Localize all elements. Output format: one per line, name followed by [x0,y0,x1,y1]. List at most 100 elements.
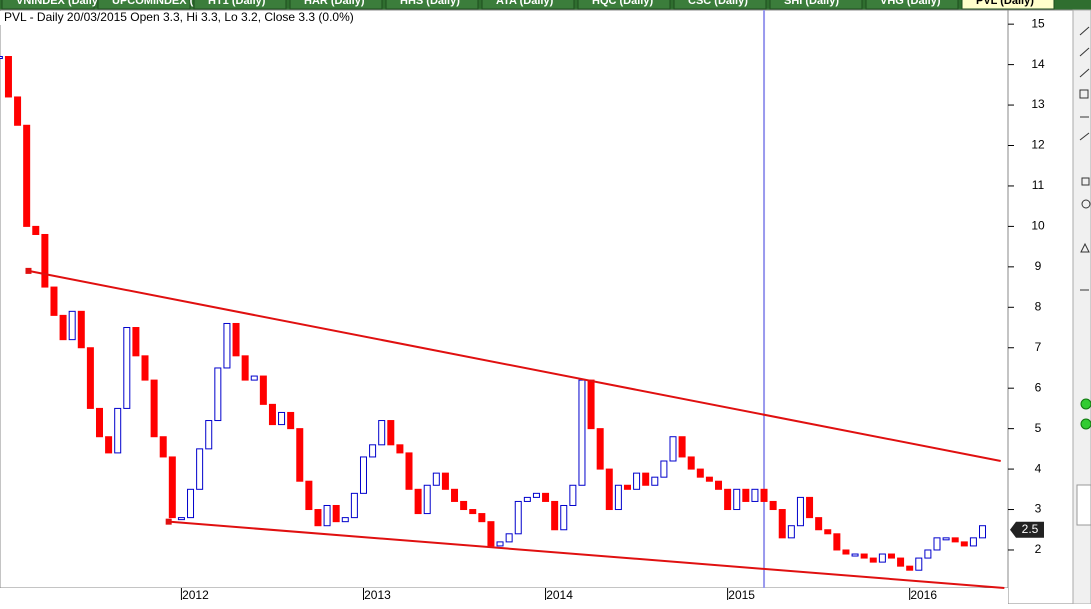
candle [924,549,932,559]
candle [23,124,31,227]
candle [4,56,12,98]
candle [596,428,604,470]
tab[interactable]: HHS (Daily) [385,0,479,10]
trendline-handle [25,267,32,274]
y-tick-label: 12 [1031,138,1045,152]
candle [633,472,641,490]
candle [259,375,267,405]
candle [979,525,987,539]
chart-pane [0,9,1009,589]
candle [715,480,723,490]
tab[interactable]: PVL (Daily) [961,0,1055,10]
candle [205,420,213,450]
tab[interactable]: VNINDEX (Daily) [1,0,102,10]
candle [933,537,941,551]
y-axis-pane [1007,9,1074,605]
candle [350,492,358,519]
candle [168,456,176,519]
candle [787,525,795,539]
candle [132,327,140,357]
candle [605,468,613,511]
candle [769,500,777,511]
tab-label: HT1 (Daily) [208,0,266,7]
candle [460,500,468,511]
candle [478,513,486,523]
candle [14,96,22,126]
candle [523,496,531,502]
candle [842,549,850,555]
candle [250,375,258,381]
candle [824,529,832,535]
candle [569,484,577,506]
candle [114,407,122,454]
candle [77,310,85,349]
candle [159,436,167,458]
candle [887,553,895,559]
tab[interactable]: VHG (Daily) [865,0,959,10]
tab-label: PVL (Daily) [976,0,1034,7]
trendline [28,269,1001,462]
candle [487,521,495,547]
candle [314,509,322,527]
candle [860,553,868,559]
x-tick-label: 2016 [910,588,937,602]
tab-bg [481,0,575,10]
tab-label: UPCOMINDEX (Daily) [112,0,224,7]
candle [232,322,240,357]
y-tick-label: 7 [1035,340,1042,354]
candle [796,496,804,527]
candle [423,484,431,515]
candle [150,379,158,438]
candle [387,420,395,446]
candle [469,509,477,515]
tab[interactable]: HAR (Daily) [289,0,383,10]
tab[interactable]: SHI (Daily) [769,0,863,10]
trendline-handle [165,518,172,525]
candle [897,557,905,567]
tab[interactable]: HQC (Daily) [577,0,671,10]
candle [359,456,367,494]
y-tick-label: 8 [1035,299,1042,313]
x-tick-label: 2012 [182,588,209,602]
candle [514,500,522,535]
candle [505,533,513,543]
y-tick-label: 6 [1035,380,1042,394]
candle [441,472,449,490]
candle [969,537,977,547]
candle [105,436,113,454]
candle [332,504,340,523]
tab-bg [961,0,1055,10]
candle [41,233,49,288]
y-tick-label: 2 [1035,542,1042,556]
tab-label: CSC (Daily) [688,0,748,7]
candle [287,411,295,430]
candle [551,500,559,531]
tab[interactable]: ATA (Daily) [481,0,575,10]
candle [451,488,459,502]
candle [560,504,568,531]
candle [278,411,286,426]
candle [196,448,204,490]
y-tick-label: 11 [1032,178,1045,192]
candle [642,472,650,486]
candle [396,444,404,454]
y-tick-label: 4 [1035,461,1042,475]
candle [951,537,959,543]
tab[interactable]: CSC (Daily) [673,0,767,10]
candle [942,537,950,541]
candle [296,428,304,482]
tab[interactable]: UPCOMINDEX (Daily) [97,0,224,10]
candle [141,355,149,381]
last-price-label: 2.5 [1022,522,1039,536]
tab-bg [673,0,767,10]
tab[interactable]: HT1 (Daily) [193,0,287,10]
tab-strip: VNINDEX (Daily) UPCOMINDEX (Daily)HT1 (Da… [1,0,1055,10]
y-tick-label: 9 [1035,259,1042,273]
candle [187,488,195,519]
y-tick-label: 14 [1031,57,1045,71]
candle [323,504,331,527]
x-tick-label: 2015 [728,588,755,602]
candle [733,488,741,511]
candle [724,488,732,511]
